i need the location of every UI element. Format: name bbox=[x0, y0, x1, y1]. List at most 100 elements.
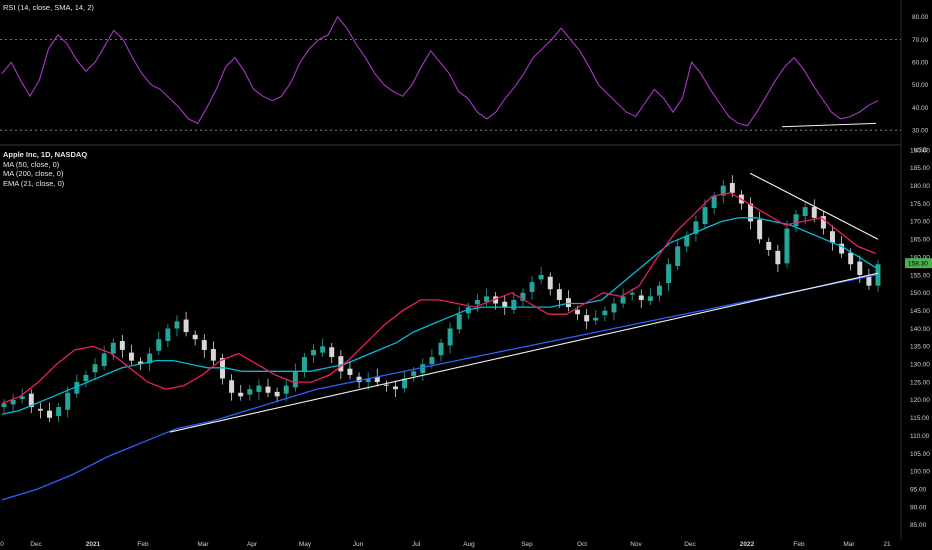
candle-body bbox=[183, 319, 189, 333]
candle-body bbox=[338, 356, 344, 372]
price-tick-label: 170.00 bbox=[910, 219, 930, 226]
candle-body bbox=[83, 374, 89, 382]
candle-body bbox=[565, 298, 571, 308]
price-panel bbox=[1, 172, 881, 501]
price-tick-label: 110.00 bbox=[910, 433, 930, 440]
time-tick-label: Dec bbox=[684, 541, 696, 548]
candle-body bbox=[210, 349, 216, 361]
candle-body bbox=[128, 352, 134, 361]
rsi-tick-label: 70.00 bbox=[912, 37, 929, 44]
time-tick-label: 2021 bbox=[86, 541, 101, 548]
candle-body bbox=[520, 292, 526, 301]
price-tick-label: 145.00 bbox=[910, 308, 930, 315]
candle-body bbox=[37, 408, 43, 411]
candle-body bbox=[866, 276, 872, 286]
rsi-line bbox=[1, 15, 879, 127]
candle-body bbox=[1, 403, 7, 408]
candle-body bbox=[119, 341, 125, 350]
rsi-trendline bbox=[781, 122, 877, 128]
candle-body bbox=[620, 296, 626, 304]
candle-body bbox=[757, 219, 763, 240]
candle-body bbox=[65, 392, 71, 410]
candle-body bbox=[575, 309, 581, 315]
candle-body bbox=[110, 342, 116, 354]
candle-body bbox=[329, 347, 335, 358]
candle-body bbox=[502, 301, 508, 308]
last-price-badge bbox=[905, 258, 932, 269]
ma200-line bbox=[1, 274, 877, 501]
price-tick-label: 150.00 bbox=[910, 290, 930, 297]
candle-body bbox=[511, 299, 517, 310]
price-tick-label: 160.00 bbox=[910, 254, 930, 261]
time-tick-label: Mar bbox=[843, 541, 855, 548]
rsi-tick-label: 30.00 bbox=[912, 127, 929, 134]
candle-body bbox=[156, 339, 162, 351]
candle-body bbox=[201, 340, 207, 350]
time-tick-label: Sep bbox=[521, 541, 533, 548]
candle-body bbox=[875, 264, 881, 286]
currency-label: USD bbox=[914, 147, 928, 154]
candle-body bbox=[320, 346, 326, 353]
candle-body bbox=[429, 357, 435, 365]
candle-body bbox=[238, 392, 244, 397]
price-tick-label: 100.00 bbox=[910, 469, 930, 476]
candle-body bbox=[647, 296, 653, 301]
candle-body bbox=[283, 385, 289, 394]
time-tick-label: Feb bbox=[137, 541, 149, 548]
time-tick-label: Dec bbox=[30, 541, 42, 548]
candle-body bbox=[101, 353, 107, 366]
candle-body bbox=[374, 376, 380, 383]
candle-body bbox=[420, 364, 426, 374]
candle-body bbox=[438, 342, 444, 356]
candle-body bbox=[638, 295, 644, 300]
candle-body bbox=[392, 386, 398, 390]
candle-body bbox=[365, 378, 371, 383]
candle-body bbox=[474, 299, 480, 305]
candle-body bbox=[711, 196, 717, 209]
time-tick-label: May bbox=[299, 541, 312, 548]
candle-body bbox=[720, 185, 726, 196]
candle-body bbox=[247, 389, 253, 395]
candle-body bbox=[229, 380, 235, 393]
candle-body bbox=[775, 250, 781, 265]
price-tick-label: 190.00 bbox=[910, 147, 930, 154]
candle-body bbox=[529, 282, 535, 292]
rsi-tick-label: 60.00 bbox=[912, 59, 929, 66]
candle-body bbox=[538, 274, 544, 280]
candle-body bbox=[456, 314, 462, 330]
candle-body bbox=[56, 407, 62, 416]
price-tick-label: 105.00 bbox=[910, 451, 930, 458]
candle-body bbox=[92, 364, 98, 373]
time-tick-label: Nov bbox=[630, 541, 642, 548]
price-tick-label: 125.00 bbox=[910, 379, 930, 386]
ema21-line bbox=[1, 192, 877, 405]
price-tick-label: 185.00 bbox=[910, 165, 930, 172]
price-tick-label: 115.00 bbox=[910, 415, 930, 422]
candle-body bbox=[356, 376, 362, 383]
candle-body bbox=[484, 296, 490, 302]
candle-body bbox=[666, 264, 672, 283]
time-tick-label: 21 bbox=[883, 541, 891, 548]
candle-body bbox=[829, 231, 835, 243]
candle-body bbox=[793, 214, 799, 226]
time-tick-label: Feb bbox=[793, 541, 805, 548]
candle-body bbox=[684, 235, 690, 247]
candle-body bbox=[165, 328, 171, 341]
price-tick-label: 85.00 bbox=[910, 522, 927, 529]
candle-body bbox=[28, 393, 34, 408]
candle-body bbox=[584, 315, 590, 322]
price-tick-label: 90.00 bbox=[910, 504, 927, 511]
candle-body bbox=[848, 252, 854, 265]
candle-body bbox=[729, 183, 735, 193]
rsi-tick-label: 50.00 bbox=[912, 82, 929, 89]
candle-body bbox=[693, 221, 699, 234]
ma50-legend: MA (50, close, 0) bbox=[3, 159, 60, 169]
candle-body bbox=[702, 207, 708, 225]
ma200-legend: MA (200, close, 0) bbox=[3, 169, 64, 178]
resistance-trendline bbox=[749, 172, 879, 240]
candle-body bbox=[292, 371, 298, 388]
time-tick-label: 0 bbox=[0, 541, 4, 548]
candle-body bbox=[447, 328, 453, 346]
